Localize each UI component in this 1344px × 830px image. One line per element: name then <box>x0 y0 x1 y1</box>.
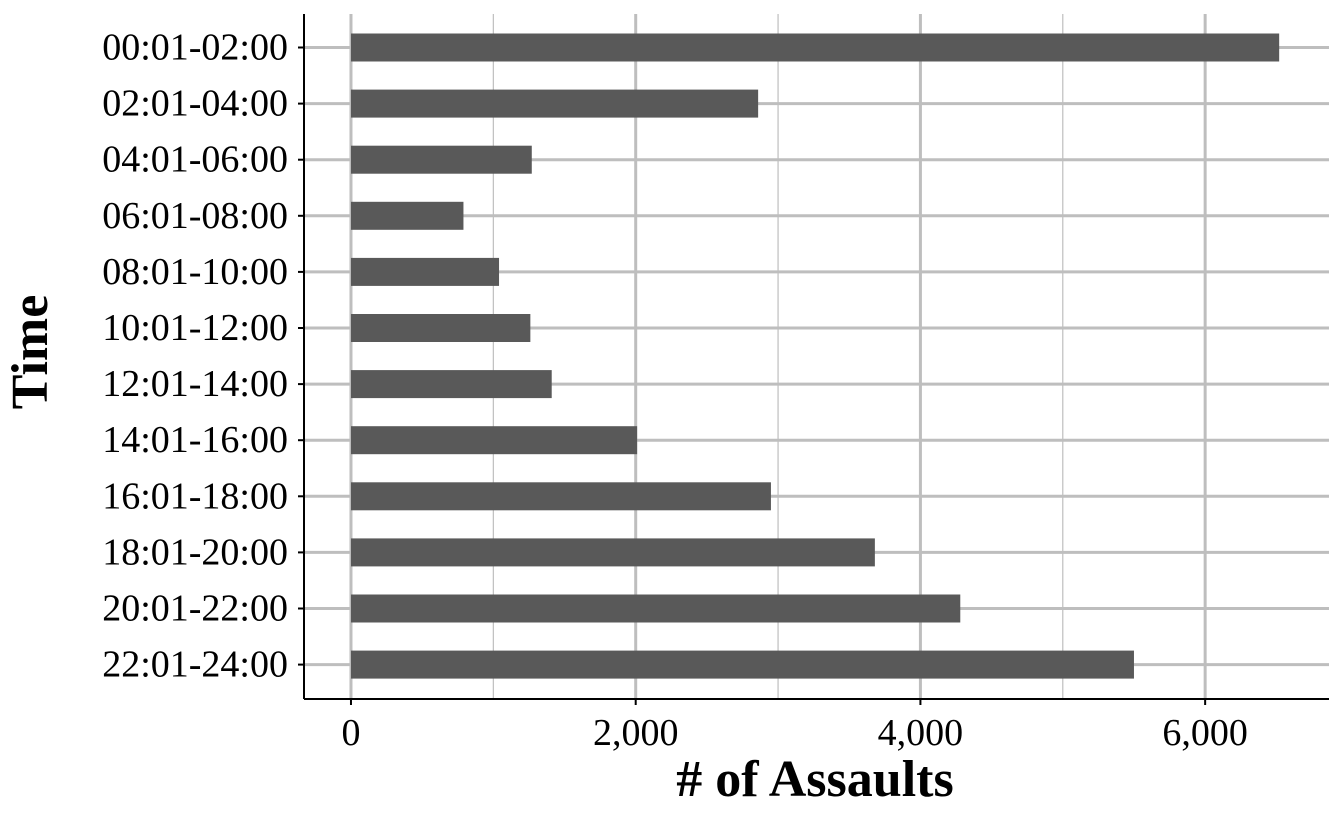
y-tick-label: 08:01-10:00 <box>102 251 288 293</box>
y-tick-label: 04:01-06:00 <box>102 139 288 181</box>
y-tick-label: 00:01-02:00 <box>102 27 288 69</box>
bar <box>350 89 759 118</box>
x-axis-title: # of Assaults <box>676 751 953 808</box>
x-tick-label: 2,000 <box>593 712 679 754</box>
bar <box>350 33 1280 62</box>
bar <box>350 426 638 455</box>
bar <box>350 370 552 399</box>
y-tick-label: 14:01-16:00 <box>102 419 288 461</box>
y-axis-title: Time <box>2 295 59 410</box>
x-tick-label: 6,000 <box>1162 712 1248 754</box>
label-layer: 00:01-02:00 02:01-04:00 04:01-06:00 06:01-0… <box>102 27 1248 755</box>
y-tick-label: 18:01-20:00 <box>102 531 288 573</box>
bar <box>350 594 961 623</box>
y-tick-label: 20:01-22:00 <box>102 588 288 630</box>
bar <box>350 145 532 174</box>
y-tick-label: 10:01-12:00 <box>102 307 288 349</box>
bar <box>350 314 531 342</box>
bar <box>350 650 1134 679</box>
y-tick-label: 06:01-08:00 <box>102 195 288 237</box>
bar <box>350 482 771 511</box>
bar-layer <box>350 33 1280 679</box>
x-tick-label: 4,000 <box>878 712 964 754</box>
y-tick-label: 12:01-14:00 <box>102 363 288 405</box>
bar <box>350 201 464 230</box>
y-tick-label: 22:01-24:00 <box>102 644 288 686</box>
x-tick-label: 0 <box>341 712 360 754</box>
bar <box>350 538 875 567</box>
y-tick-label: 02:01-04:00 <box>102 83 288 125</box>
bar <box>350 257 500 286</box>
axis-layer <box>298 14 1329 705</box>
y-tick-label: 16:01-18:00 <box>102 475 288 517</box>
